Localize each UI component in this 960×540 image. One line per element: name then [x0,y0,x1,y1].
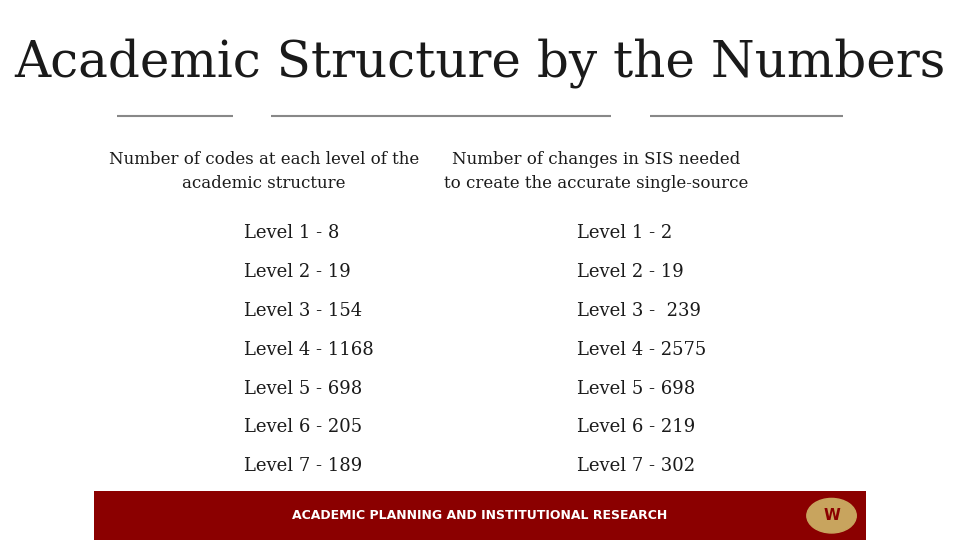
Text: Level 2 - 19: Level 2 - 19 [245,263,351,281]
Text: Level 6 - 205: Level 6 - 205 [245,418,363,436]
Text: Level 5 - 698: Level 5 - 698 [577,380,695,397]
Text: Number of changes in SIS needed
to create the accurate single-source: Number of changes in SIS needed to creat… [444,151,748,192]
Bar [94,491,866,540]
Text: Level 1 - 8: Level 1 - 8 [245,224,340,242]
Circle shape [806,498,856,533]
Text: ACADEMIC PLANNING AND INSTITUTIONAL RESEARCH: ACADEMIC PLANNING AND INSTITUTIONAL RESE… [293,509,667,522]
Text: Level 4 - 2575: Level 4 - 2575 [577,341,706,359]
Text: Academic Structure by the Numbers: Academic Structure by the Numbers [14,38,946,88]
Text: Level 1 - 2: Level 1 - 2 [577,224,672,242]
Text: Level 6 - 219: Level 6 - 219 [577,418,695,436]
Text: W: W [823,508,840,523]
Text: Level 3 -  239: Level 3 - 239 [577,302,701,320]
Text: Level 4 - 1168: Level 4 - 1168 [245,341,374,359]
Text: Level 7 - 189: Level 7 - 189 [245,457,363,475]
Text: Level 3 - 154: Level 3 - 154 [245,302,363,320]
Text: Level 7 - 302: Level 7 - 302 [577,457,695,475]
Text: Number of codes at each level of the
academic structure: Number of codes at each level of the aca… [108,151,419,192]
Text: Level 5 - 698: Level 5 - 698 [245,380,363,397]
Text: Level 2 - 19: Level 2 - 19 [577,263,684,281]
